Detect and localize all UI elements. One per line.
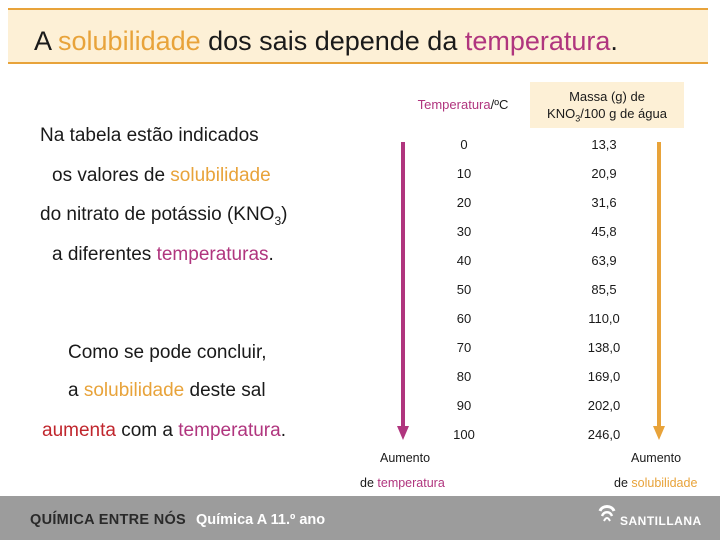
table-cell-temperature: 30 bbox=[456, 224, 472, 239]
title-keyword-solubilidade: solubilidade bbox=[58, 26, 201, 56]
intro-line-2: os valores de solubilidade bbox=[52, 165, 271, 186]
santillana-logo-icon bbox=[598, 505, 616, 522]
temperature-arrow-head-icon bbox=[397, 426, 409, 440]
temperature-arrow-label: Aumento bbox=[380, 451, 431, 465]
table-cell-mass: 110,0 bbox=[588, 311, 620, 326]
temperature-arrow-caption: de temperatura bbox=[360, 476, 445, 490]
table-cell-temperature: 80 bbox=[456, 369, 472, 384]
solubility-arrow-head-icon bbox=[653, 426, 665, 440]
conclusion-line-1: Como se pode concluir, bbox=[68, 342, 267, 363]
table-cell-mass: 63,9 bbox=[591, 253, 617, 268]
table-cell-mass: 85,5 bbox=[591, 282, 617, 297]
intro-line-1: Na tabela estão indicados bbox=[40, 125, 259, 146]
solubility-arrow-label: Aumento bbox=[631, 451, 682, 465]
title-bar: A solubilidade dos sais depende da tempe… bbox=[8, 8, 708, 64]
title-keyword-temperatura: temperatura bbox=[464, 26, 611, 56]
solubility-arrow-line bbox=[657, 142, 661, 428]
table-cell-mass: 202,0 bbox=[587, 398, 621, 413]
publisher-name: SANTILLANA bbox=[620, 514, 702, 528]
table-cell-temperature: 20 bbox=[456, 195, 472, 210]
table-cell-temperature: 50 bbox=[456, 282, 472, 297]
table-cell-mass: 20,9 bbox=[591, 166, 617, 181]
table-cell-mass: 13,3 bbox=[591, 137, 617, 152]
table-cell-temperature: 90 bbox=[456, 398, 472, 413]
table-header-temperature: Temperatura/ºC bbox=[417, 97, 509, 112]
conclusion-line-2: a solubilidade deste sal bbox=[68, 380, 266, 401]
table-cell-temperature: 100 bbox=[453, 427, 475, 442]
table-header-mass-background bbox=[530, 82, 684, 128]
table-cell-mass: 45,8 bbox=[591, 224, 617, 239]
table-cell-mass: 31,6 bbox=[591, 195, 617, 210]
table-cell-temperature: 60 bbox=[456, 311, 472, 326]
conclusion-line-3: aumenta com a temperatura. bbox=[42, 420, 286, 441]
table-header-mass: Massa (g) de KNO3/100 g de água bbox=[547, 89, 667, 124]
page-title: A solubilidade dos sais depende da tempe… bbox=[34, 26, 618, 56]
intro-line-3: do nitrato de potássio (KNO3) bbox=[40, 204, 288, 228]
footer-brand: QUÍMICA ENTRE NÓS bbox=[30, 512, 187, 528]
table-cell-mass: 246,0 bbox=[587, 427, 621, 442]
table-cell-temperature: 0 bbox=[460, 137, 468, 152]
solubility-arrow-caption: de solubilidade bbox=[614, 476, 698, 490]
table-cell-mass: 169,0 bbox=[587, 369, 621, 384]
table-cell-mass: 138,0 bbox=[587, 340, 621, 355]
footer-bar: QUÍMICA ENTRE NÓS Química A 11.º ano bbox=[0, 496, 720, 540]
footer-course: Química A 11.º ano bbox=[196, 512, 326, 528]
table-cell-temperature: 10 bbox=[456, 166, 472, 181]
intro-line-4: a diferentes temperaturas. bbox=[52, 244, 274, 265]
table-cell-temperature: 70 bbox=[456, 340, 472, 355]
table-cell-temperature: 40 bbox=[456, 253, 472, 268]
temperature-arrow-line bbox=[401, 142, 405, 428]
